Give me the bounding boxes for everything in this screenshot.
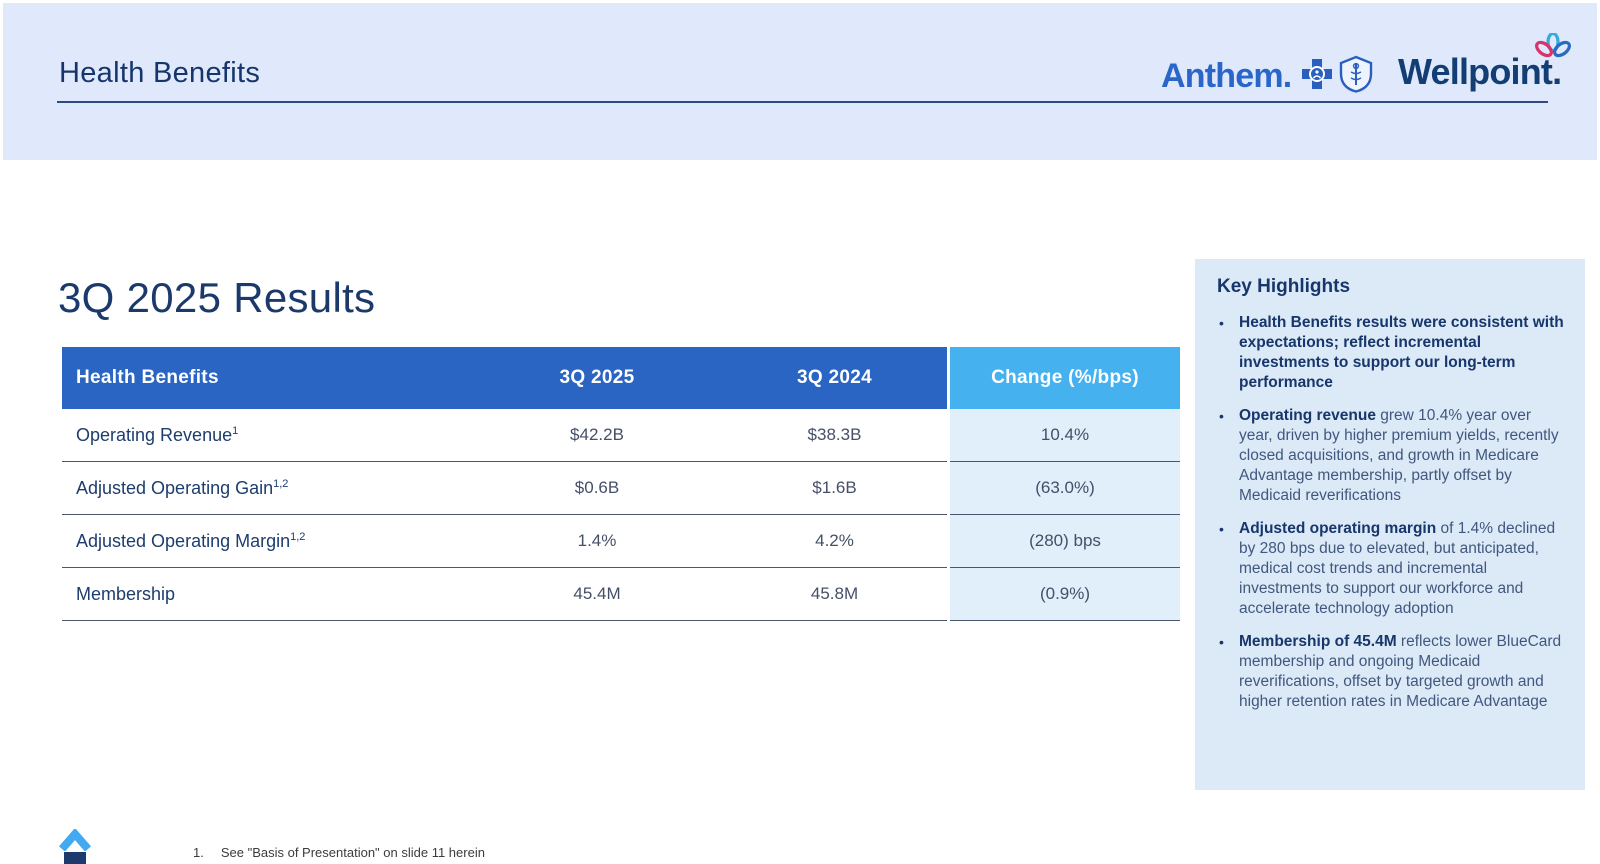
footnote-sup: 1 xyxy=(232,424,239,437)
highlight-bullet: Membership of 45.4M reflects lower BlueC… xyxy=(1217,632,1567,712)
row-label-adjusted-operating-gain: Adjusted Operating Gain1,2 xyxy=(76,477,289,498)
footnote-sup: 1,2 xyxy=(290,530,306,543)
anthem-logo: Anthem. xyxy=(1161,55,1374,98)
table-header-main: Health Benefits 3Q 2025 3Q 2024 xyxy=(62,347,947,409)
table-header-row: Health Benefits 3Q 2025 3Q 2024 Change (… xyxy=(62,347,1180,409)
logo-bar xyxy=(64,852,86,864)
cell-3q2025: $42.2B xyxy=(570,425,624,444)
cell-change: (0.9%) xyxy=(950,568,1180,621)
cell-change: (63.0%) xyxy=(950,462,1180,515)
footnote: 1. See "Basis of Presentation" on slide 1… xyxy=(193,845,485,860)
footnote-sup: 1,2 xyxy=(273,477,289,490)
column-header-3q2025: 3Q 2025 xyxy=(559,367,635,388)
page-title: 3Q 2025 Results xyxy=(58,274,376,321)
cell-3q2025: 1.4% xyxy=(577,531,617,550)
cell-change: 10.4% xyxy=(950,409,1180,462)
cell-3q2024: 4.2% xyxy=(815,531,854,550)
header-divider xyxy=(57,101,1548,103)
slide-header-title: Health Benefits xyxy=(59,57,261,89)
cell-3q2025: $0.6B xyxy=(574,478,620,497)
cell-3q2025: 45.4M xyxy=(573,584,621,603)
results-table: Health Benefits 3Q 2025 3Q 2024 Change (… xyxy=(62,347,1180,621)
row-label-adjusted-operating-margin: Adjusted Operating Margin1,2 xyxy=(76,530,306,551)
table-row: Adjusted Operating Gain1,2 $0.6B $1.6B (… xyxy=(62,462,1180,515)
table-row: Operating Revenue1 $42.2B $38.3B 10.4% xyxy=(62,409,1180,462)
anthem-wordmark: Anthem. xyxy=(1161,57,1292,95)
header-band: Health Benefits Anthem. Wellpoint. xyxy=(3,3,1597,160)
table-row: Membership 45.4M 45.8M (0.9%) xyxy=(62,568,1180,621)
blue-shield-icon xyxy=(1338,55,1374,98)
key-highlights-panel: Key Highlights Health Benefits results w… xyxy=(1195,259,1585,790)
wellpoint-logo: Wellpoint. xyxy=(1398,31,1571,93)
highlight-bullet: Adjusted operating margin of 1.4% declin… xyxy=(1217,519,1567,619)
column-header-3q2024: 3Q 2024 xyxy=(797,367,872,388)
row-label-membership: Membership xyxy=(76,583,176,604)
row-label-operating-revenue: Operating Revenue1 xyxy=(76,424,239,445)
cell-change: (280) bps xyxy=(950,515,1180,568)
cell-3q2024: 45.8M xyxy=(810,584,859,603)
chevron-up-icon xyxy=(58,827,92,856)
key-highlights-list: Health Benefits results were consistent … xyxy=(1217,313,1567,712)
cell-3q2024: $38.3B xyxy=(807,425,862,444)
column-header-health-benefits: Health Benefits xyxy=(76,367,219,388)
column-header-change: Change (%/bps) xyxy=(950,347,1180,409)
wellpoint-wordmark: Wellpoint. xyxy=(1398,51,1562,92)
wellpoint-flower-icon xyxy=(1531,31,1575,64)
highlight-bullet: Operating revenue grew 10.4% year over y… xyxy=(1217,406,1567,506)
cell-3q2024: $1.6B xyxy=(812,478,857,497)
highlight-bullet: Health Benefits results were consistent … xyxy=(1217,313,1567,393)
blue-cross-icon xyxy=(1300,57,1334,96)
table-row: Adjusted Operating Margin1,2 1.4% 4.2% (… xyxy=(62,515,1180,568)
key-highlights-title: Key Highlights xyxy=(1217,276,1351,297)
